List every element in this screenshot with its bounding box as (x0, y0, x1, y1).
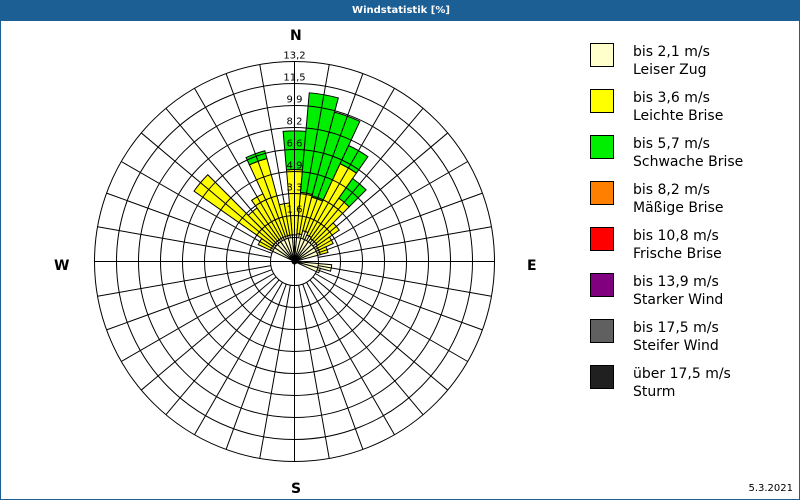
legend-range: bis 3,6 m/s (633, 90, 710, 106)
legend-label: Starker Wind (633, 292, 724, 308)
legend-swatch (590, 43, 614, 67)
ring-labels: 1,6 3,3 4,9 6,6 8,2 9,9 11,5 13,2 (283, 51, 306, 265)
legend-swatch (590, 273, 614, 297)
legend-range: bis 8,2 m/s (633, 182, 710, 198)
legend-range: bis 5,7 m/s (633, 136, 710, 152)
wind-rose-chart: 1,6 3,3 4,9 6,6 8,2 9,9 11,5 13,2 (94, 51, 495, 462)
legend-label: Leichte Brise (633, 108, 724, 124)
compass-west: W (54, 258, 70, 274)
date-label: 5.3.2021 (748, 483, 793, 494)
wind-rose-grid (94, 61, 495, 462)
window-title: Windstatistik [%] (1, 1, 800, 21)
legend-range: bis 10,8 m/s (633, 228, 719, 244)
legend-range: bis 13,9 m/s (633, 274, 719, 290)
legend-label: Leiser Zug (633, 62, 707, 78)
legend-swatch (590, 227, 614, 251)
legend-range: bis 2,1 m/s (633, 44, 710, 60)
legend-label: Steifer Wind (633, 338, 719, 354)
legend-label: Mäßige Brise (633, 200, 724, 216)
legend-label: Schwache Brise (633, 154, 744, 170)
legend-swatch (590, 89, 614, 113)
compass-east: E (527, 258, 537, 274)
ring-label: 9,9 (287, 95, 303, 106)
legend-label: Sturm (633, 384, 676, 400)
legend-range: bis 17,5 m/s (633, 320, 719, 336)
wind-wedge (311, 111, 361, 202)
ring-label: 8,2 (287, 117, 303, 128)
wind-wedge (300, 92, 339, 196)
ring-label: 3,3 (287, 183, 303, 194)
legend-swatch (590, 135, 614, 159)
compass-north: N (290, 28, 302, 44)
legend-range: über 17,5 m/s (633, 366, 731, 382)
compass-south: S (291, 481, 302, 497)
legend-label: Frische Brise (633, 246, 722, 262)
ring-label: 6,6 (287, 139, 303, 150)
legend-swatch (590, 319, 614, 343)
legend-swatch (590, 181, 614, 205)
ring-label: 13,2 (283, 51, 305, 62)
ring-label: 11,5 (283, 73, 305, 84)
ring-label: 1,6 (287, 205, 303, 216)
ring-label: 4,9 (287, 161, 303, 172)
legend-swatch (590, 365, 614, 389)
